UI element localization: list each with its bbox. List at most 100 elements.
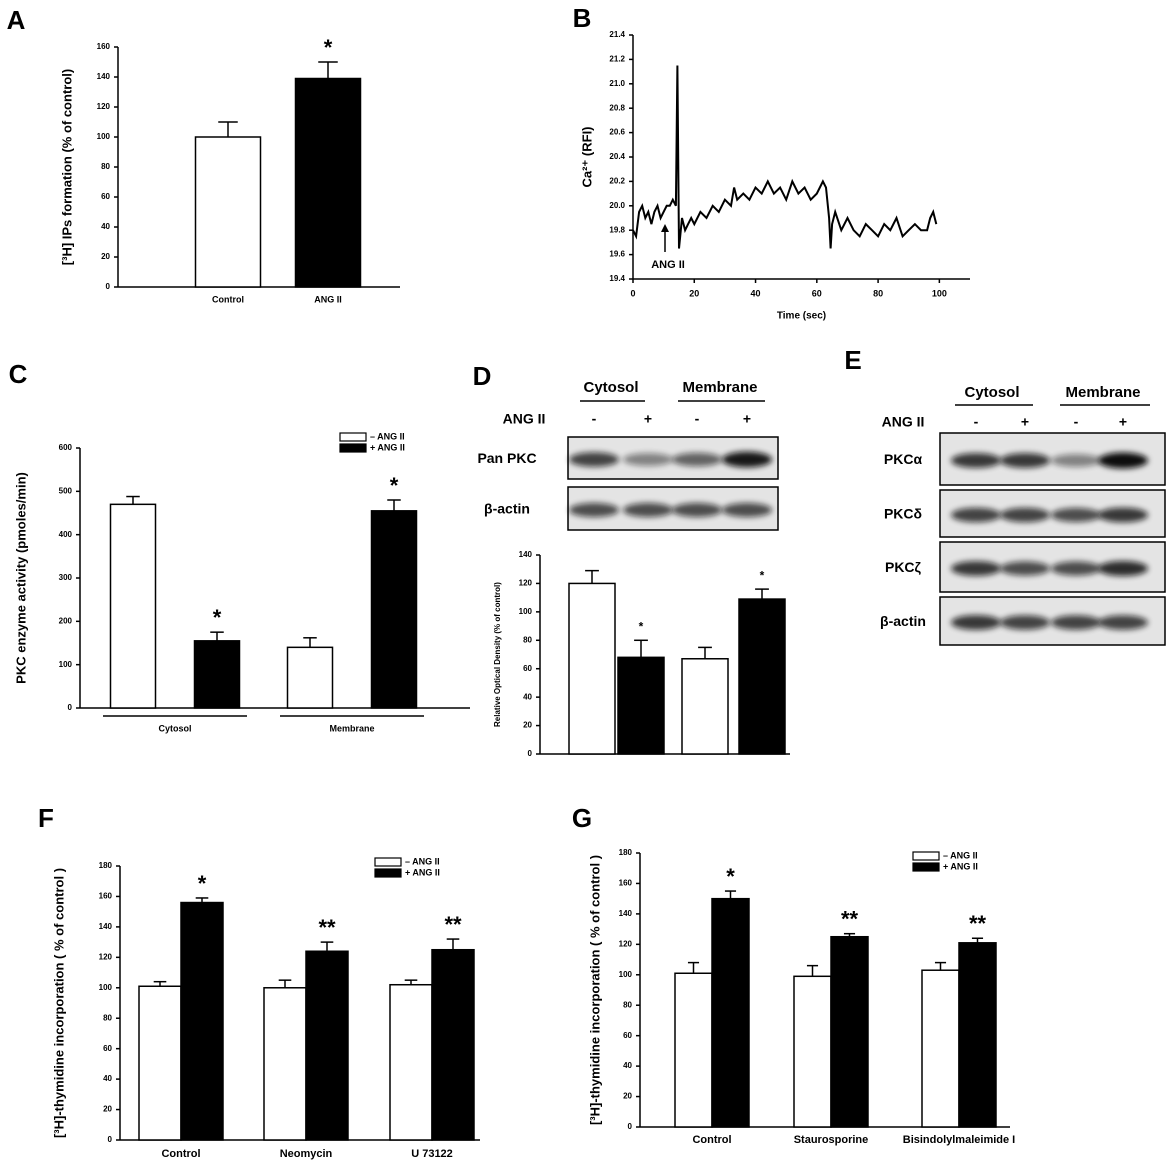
blot-row-label: β-actin [484,501,530,517]
y-tick-label: 140 [519,550,533,559]
bar [194,136,262,288]
legend-label: + ANG II [405,867,440,877]
blot-row-label: PKCδ [884,506,922,522]
y-tick-label: 0 [106,282,111,291]
lane-sign: - [695,411,700,427]
y-tick-label: 0 [108,1135,113,1144]
bar [793,975,832,1128]
legend-swatch [339,432,367,442]
bar [431,948,475,1141]
y-tick-label: 300 [59,573,73,582]
significance: * [390,473,399,498]
blot-band [951,507,1001,523]
y-tick-label: 20.8 [609,103,625,112]
legend-swatch [912,862,940,872]
bar [138,985,182,1141]
x-tick-label: U 73122 [411,1148,453,1160]
x-axis-label: Time (sec) [777,311,826,322]
y-tick-label: 80 [101,162,110,171]
significance: * [324,35,333,60]
blot-band [623,453,673,466]
y-tick-label: 120 [97,102,111,111]
y-axis-label: [³H]-thymidine incorporation ( % of cont… [51,868,66,1138]
blot-band [1000,507,1050,523]
y-tick-label: 21.2 [609,55,625,64]
y-tick-label: 60 [623,1031,632,1040]
significance: ** [444,912,462,937]
bar [286,646,334,709]
y-tick-label: 600 [59,443,73,452]
y-tick-label: 80 [623,1000,632,1009]
x-tick-label: 80 [873,288,883,298]
y-tick-label: 60 [103,1044,112,1053]
treatment-label: ANG II [503,411,546,427]
bar [674,972,713,1128]
y-tick-label: 160 [619,879,633,888]
blot-band [1051,454,1101,467]
y-tick-label: 20 [101,252,110,261]
legend-label: – ANG II [405,856,440,866]
y-tick-label: 160 [97,42,111,51]
y-tick-label: 40 [103,1074,112,1083]
blot-group: Cytosol [964,384,1019,401]
y-tick-label: 40 [101,222,110,231]
bar [568,582,616,755]
y-tick-label: 19.6 [609,250,625,259]
y-tick-label: 120 [519,579,533,588]
significance: * [760,568,765,582]
y-tick-label: 20.4 [609,152,625,161]
bar [193,640,241,709]
blot-band [722,502,772,518]
y-tick-label: 21.0 [609,79,625,88]
y-tick-label: 180 [99,861,113,870]
bar [958,942,997,1128]
blot-band [623,502,673,518]
blot-group: Membrane [1065,384,1140,401]
blot-band [1098,615,1148,630]
panel-letter: E [844,345,861,375]
y-tick-label: 60 [523,664,532,673]
bar [389,983,433,1141]
y-tick-label: 140 [99,922,113,931]
blot-band [1098,507,1148,523]
blot-row-label: β-actin [880,613,926,629]
y-tick-label: 100 [99,983,113,992]
blot-band [1051,615,1101,630]
legend-label: – ANG II [943,850,978,860]
y-tick-label: 20 [103,1105,112,1114]
y-tick-label: 0 [68,703,73,712]
y-tick-label: 0 [628,1122,633,1131]
significance: * [198,871,207,896]
y-axis-label: Relative Optical Density (% of control) [493,582,502,727]
x-tick-label: Cytosol [158,723,191,733]
panel-letter: B [573,3,592,33]
bar [711,897,750,1128]
x-tick-label: Bisindolylmaleimide I [903,1134,1015,1146]
lane-sign: + [743,411,751,427]
x-tick-label: Control [161,1148,200,1160]
y-tick-label: 20 [623,1092,632,1101]
y-tick-label: 20.2 [609,177,625,186]
legend-swatch [374,868,402,878]
blot-group: Membrane [682,379,757,396]
blot-band [1098,560,1148,577]
y-tick-label: 400 [59,530,73,539]
y-axis-label: Ca²⁺ (RFI) [579,126,594,187]
blot-band [722,451,772,468]
legend-label: + ANG II [943,861,978,871]
y-tick-label: 80 [523,635,532,644]
y-tick-label: 60 [101,192,110,201]
significance: ** [969,911,987,936]
lane-sign: + [1021,414,1029,430]
blot-band [1098,452,1148,469]
y-tick-label: 20.0 [609,201,625,210]
legend-swatch [339,443,367,453]
arrow-head [661,224,669,232]
blot-band [1000,561,1050,576]
lane-sign: + [644,411,652,427]
x-tick-label: 100 [932,288,947,298]
y-tick-label: 80 [103,1013,112,1022]
y-tick-label: 40 [623,1061,632,1070]
y-tick-label: 120 [619,939,633,948]
blot-band [1051,507,1101,523]
